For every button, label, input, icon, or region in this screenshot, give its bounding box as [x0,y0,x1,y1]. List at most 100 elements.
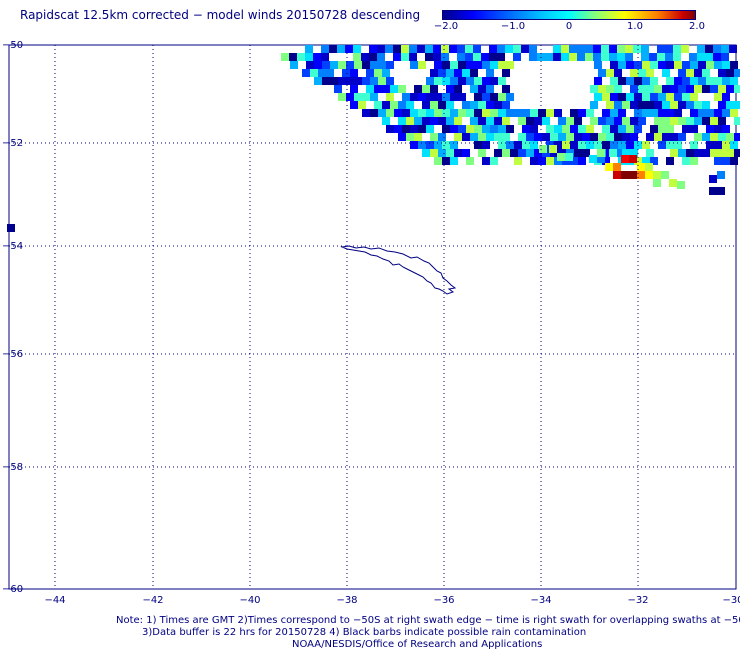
swath-pixel [354,93,362,101]
swath-pixel [418,125,426,133]
swath-pixel [694,101,702,109]
swath-pixel [618,125,626,133]
swath-pixel [446,69,454,77]
swath-pixel [614,69,622,77]
swath-pixel [385,45,393,53]
swath-pixel [694,133,702,141]
swath-pixel [666,125,674,133]
swath-pixel [457,53,465,61]
swath-pixel [658,109,666,117]
swath-pixel [465,45,473,53]
swath-pixel [630,149,638,157]
swath-pixel [718,133,726,141]
swath-pixel [529,53,537,61]
swath-pixel [650,109,658,117]
swath-pixel [630,69,638,77]
swath-pixel [398,117,406,125]
swath-pixel [666,157,674,165]
lon-label-32: −32 [627,595,648,606]
swath-pixel [678,133,686,141]
swath-pixel [370,109,378,117]
swath-pixel [486,69,494,77]
swath-pixel [374,69,382,77]
swath-pixel [666,77,674,85]
swath-pixel [630,85,638,93]
swath-pixel [617,53,625,61]
swath-pixel [438,69,446,77]
swath-pixel [706,125,714,133]
swath-pixel [454,69,462,77]
swath-pixel [602,93,610,101]
swath-pixel [698,109,706,117]
swath-pixel [621,155,629,163]
swath-pixel [621,171,629,179]
swath-pixel [722,61,730,69]
swath-pixel [542,133,550,141]
swath-pixel [645,171,653,179]
swath-pixel [682,77,690,85]
swath-pixel [458,77,466,85]
swath-pixel [350,85,358,93]
swath-pixel [430,133,438,141]
swath-pixel [506,109,514,117]
swath-pixel [714,157,722,165]
swath-pixel [377,53,385,61]
swath-pixel [722,141,730,149]
swath-pixel [658,61,666,69]
swath-pixel [321,53,329,61]
swath-pixel [490,157,498,165]
swath-pixel [490,93,498,101]
swath-pixel [662,101,670,109]
swath-pixel [650,77,658,85]
swath-pixel [538,109,546,117]
swath-pixel [466,157,474,165]
swath-pixel [478,149,486,157]
lon-label-44: −44 [44,595,65,606]
swath-pixel [289,53,297,61]
lon-label-36: −36 [433,595,454,606]
note-line-2: 3)Data buffer is 22 hrs for 20150728 4) … [142,627,587,638]
swath-pixel [630,101,638,109]
swath-pixel [446,85,454,93]
swath-pixel [362,77,370,85]
swath-pixel [622,133,630,141]
swath-pixel [450,141,458,149]
swath-pixel [526,149,534,157]
swath-pixel [433,45,441,53]
swath-pixel [650,125,658,133]
swath-pixel [462,69,470,77]
swath-pixel [706,109,714,117]
swath-pixel [398,133,406,141]
swath-pixel [306,61,314,69]
swath-pixel [466,77,474,85]
swath-pixel [678,101,686,109]
swath-pixel [374,85,382,93]
swath-pixel [569,53,577,61]
swath-pixel [590,101,598,109]
swath-pixel [374,101,382,109]
swath-pixel [554,125,562,133]
swath-pixel [465,53,473,61]
swath-pixel [350,69,358,77]
swath-pixel [314,77,322,85]
swath-pixel [430,101,438,109]
colorbar-label-zero: 0 [565,21,573,32]
swath-pixel [426,93,434,101]
swath-pixel [710,117,718,125]
swath-pixel [450,93,458,101]
swath-pixel [593,53,601,61]
swath-pixel [642,77,650,85]
swath-pixel [586,141,594,149]
swath-pixel [489,53,497,61]
swath-pixel [602,157,610,165]
swath-pixel [398,85,406,93]
swath-pixel [486,117,494,125]
swath-pixel [558,133,566,141]
swath-pixel [709,187,717,195]
swath-pixel [414,117,422,125]
swath-pixel [618,141,626,149]
swath-pixel [706,61,714,69]
swath-pixel [626,141,634,149]
swath-pixel [642,157,650,165]
swath-pixel [310,69,318,77]
